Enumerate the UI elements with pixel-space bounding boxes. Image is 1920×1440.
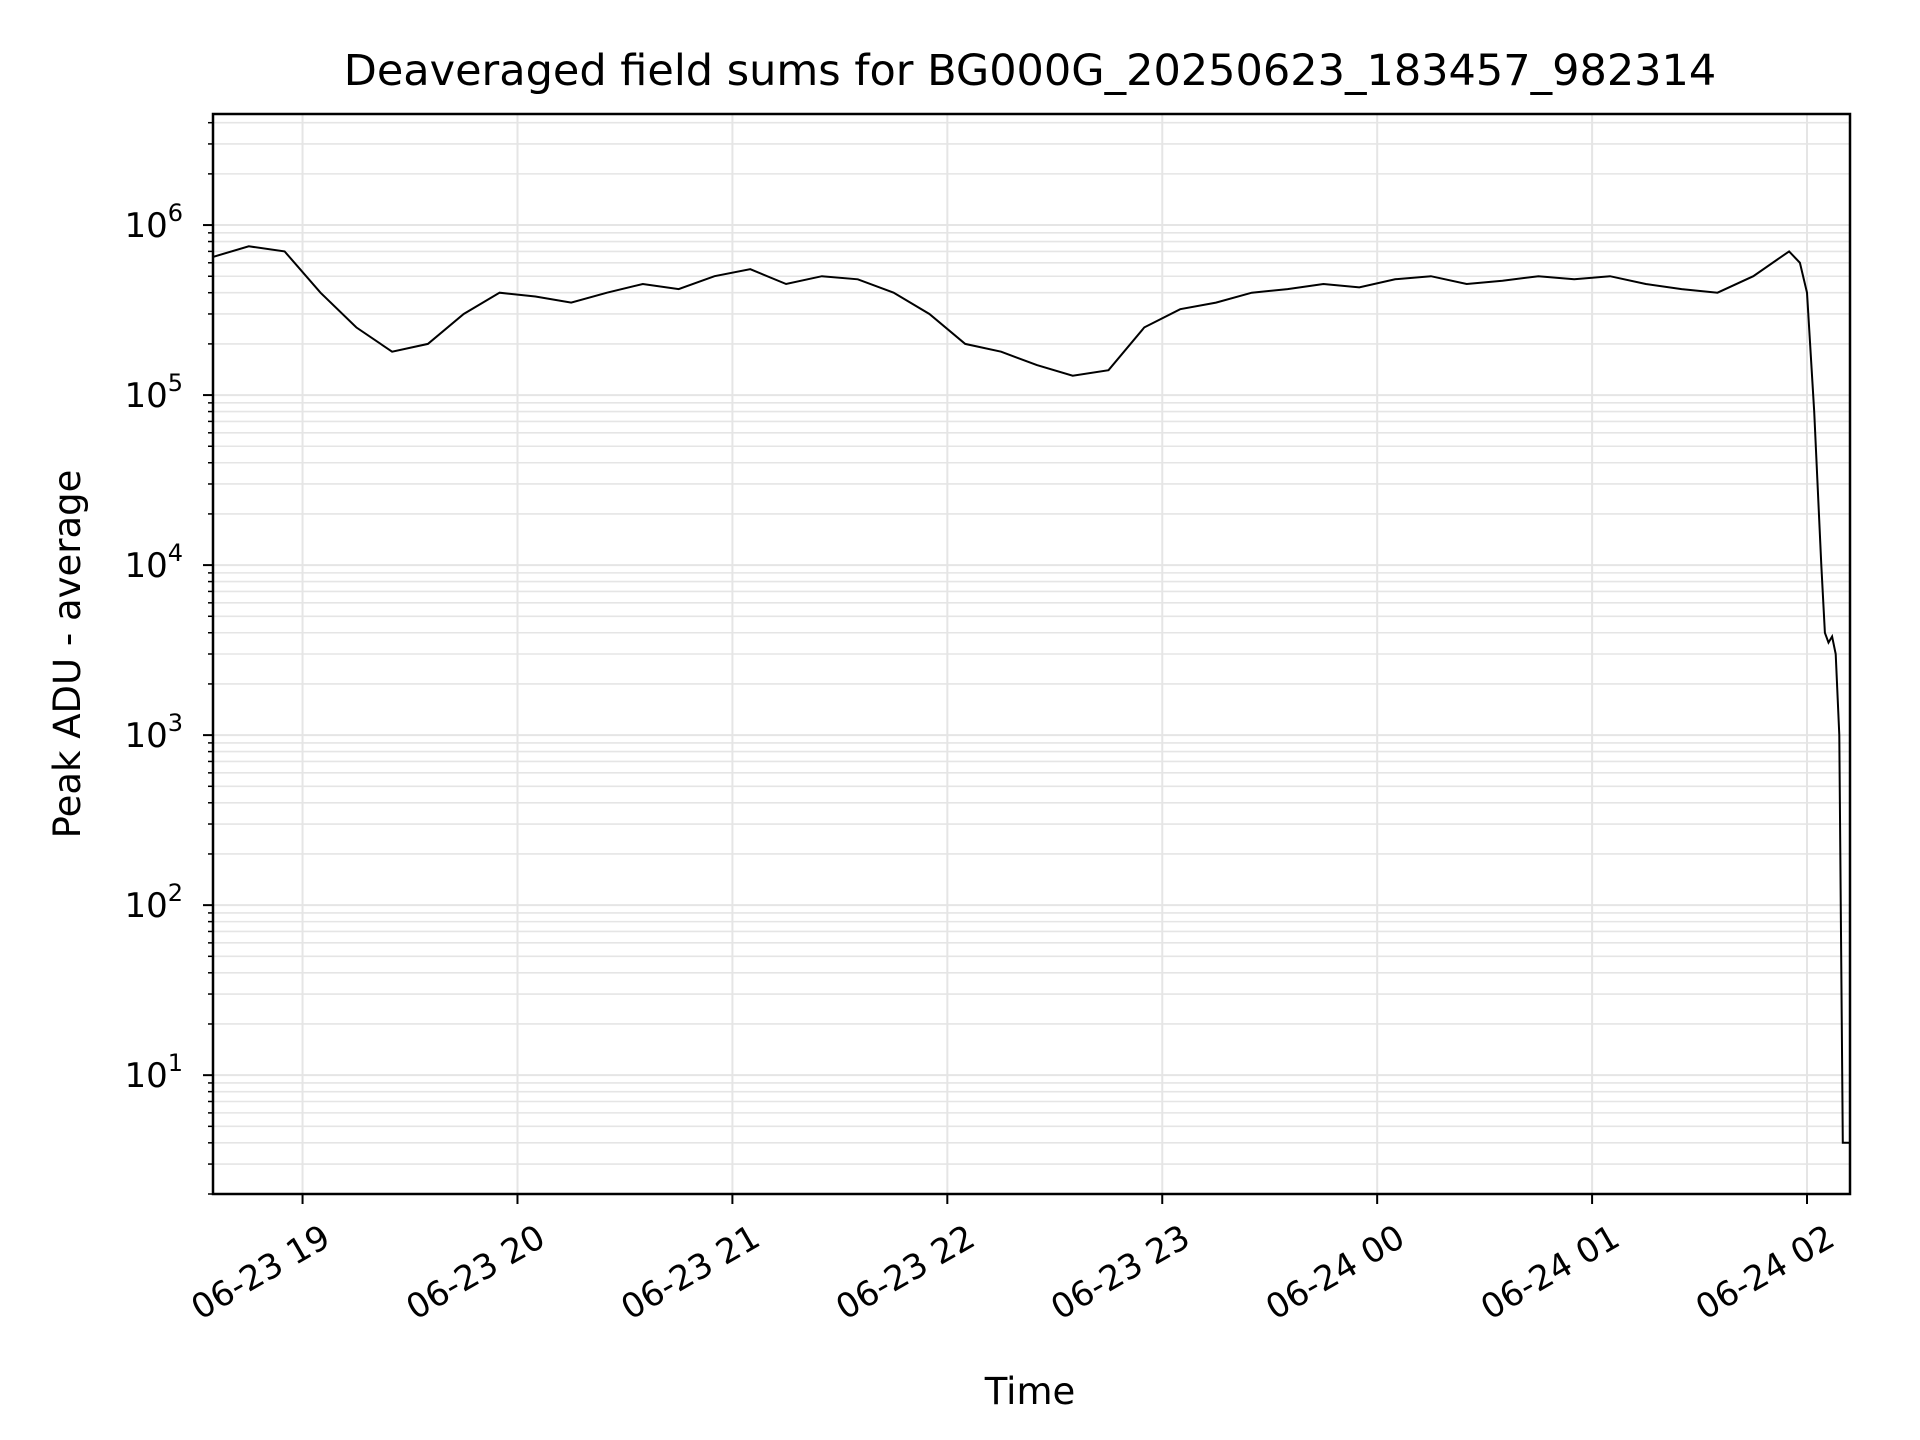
data-point (1358, 286, 1360, 288)
data-point (355, 326, 357, 328)
data-point (1820, 564, 1822, 566)
x-tick-label: 06-23 19 (185, 1217, 337, 1328)
data-point (893, 292, 895, 294)
data-point (785, 283, 787, 285)
data-point (1845, 1142, 1847, 1144)
data-point (1813, 411, 1815, 413)
data-point (1215, 302, 1217, 304)
data-point (1799, 262, 1801, 264)
x-axis-label: Time (984, 1370, 1076, 1413)
data-point (714, 275, 715, 277)
data-point (248, 245, 250, 247)
data-point (1828, 642, 1829, 644)
data-point (1609, 275, 1611, 277)
data-point (678, 288, 680, 290)
data-point (1143, 326, 1145, 328)
data-point (1824, 632, 1826, 634)
data-point (1502, 280, 1503, 282)
data-point (749, 268, 751, 270)
y-tick-label: 101 (124, 1049, 183, 1096)
x-tick-label: 06-24 00 (1259, 1217, 1411, 1328)
series-group (212, 245, 1851, 1144)
data-point (1072, 375, 1074, 377)
data-point (427, 343, 429, 345)
grid (213, 114, 1850, 1195)
data-point (284, 250, 286, 252)
series-line (212, 245, 1850, 1144)
data-point (1806, 292, 1808, 294)
y-axis: 101 102 103 104 105 106 (124, 121, 213, 1195)
data-point (463, 313, 465, 315)
data-point (1752, 275, 1754, 277)
y-tick-label: 105 (124, 369, 183, 416)
chart-title: Deaveraged field sums for BG000G_2025062… (344, 46, 1717, 96)
y-tick-label: 104 (124, 539, 183, 586)
data-point (606, 292, 608, 294)
data-point (1835, 653, 1837, 655)
data-point (1645, 283, 1647, 285)
data-point (1287, 288, 1289, 290)
data-point (1681, 288, 1683, 290)
data-point (391, 351, 393, 353)
x-tick-label: 06-23 21 (615, 1217, 767, 1328)
data-point (534, 296, 536, 297)
x-axis: 06-23 19 06-23 20 06-23 21 06-23 22 06-23 23… (185, 1194, 1842, 1328)
data-point (1838, 734, 1840, 736)
y-tick-label: 103 (124, 709, 183, 756)
x-tick-label: 06-23 23 (1044, 1217, 1196, 1328)
x-tick-label: 06-24 02 (1689, 1217, 1841, 1328)
data-point (570, 302, 572, 304)
data-point (1717, 292, 1718, 294)
data-point (1394, 278, 1396, 280)
data-point (1573, 278, 1575, 280)
data-point (1179, 308, 1181, 310)
x-tick-label: 06-23 22 (829, 1217, 981, 1328)
y-tick-label: 102 (124, 879, 183, 926)
data-point (1108, 369, 1109, 371)
data-point (1251, 292, 1253, 294)
y-tick-label: 106 (124, 199, 183, 246)
data-point (1036, 364, 1038, 366)
data-point (320, 292, 321, 294)
data-point (821, 275, 823, 277)
data-point (964, 343, 966, 345)
data-point (1322, 283, 1324, 285)
data-point (499, 292, 501, 294)
data-point (928, 313, 930, 315)
data-point (857, 278, 859, 280)
data-point (1000, 351, 1002, 353)
data-point (1430, 275, 1432, 277)
data-point (1788, 250, 1790, 252)
data-point (1831, 636, 1833, 637)
x-tick-label: 06-24 01 (1474, 1217, 1626, 1328)
y-axis-label: Peak ADU - average (46, 470, 89, 839)
data-point (1466, 283, 1468, 285)
data-point (1842, 1142, 1844, 1144)
data-point (1537, 275, 1539, 277)
data-point (642, 283, 644, 285)
x-tick-label: 06-23 20 (400, 1217, 552, 1328)
